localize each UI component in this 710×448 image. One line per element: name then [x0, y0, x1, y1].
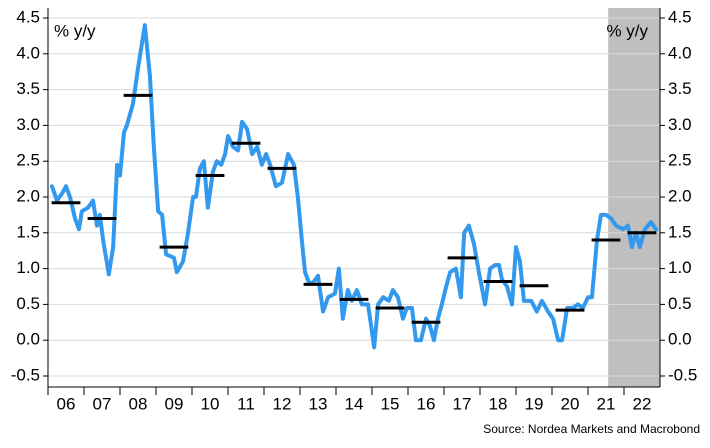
source: Source: Nordea Markets and Macrobond: [483, 422, 700, 436]
y2-tick-label: 3.5: [668, 79, 692, 98]
y-tick-label: 3.0: [16, 115, 40, 134]
y2-tick-label: 4.5: [668, 7, 692, 26]
y2-tick-label: 2.5: [668, 151, 692, 170]
y2-tick-label: 3.0: [668, 115, 692, 134]
y2-tick-label: 4.0: [668, 43, 692, 62]
x-tick-label: 06: [57, 394, 76, 413]
data-line: [49, 23, 659, 350]
y2-tick-label: 1.5: [668, 222, 692, 241]
x-tick-label: 11: [237, 394, 255, 413]
x-tick-label: 21: [597, 394, 616, 413]
x-tick-label: 17: [453, 394, 472, 413]
y-tick-label: 4.0: [16, 43, 40, 62]
y2-tick-label: 0.0: [668, 330, 692, 349]
y-tick-label: 0.5: [16, 294, 40, 313]
x-tick-label: 12: [273, 394, 292, 413]
x-tick-label: 07: [93, 394, 112, 413]
x-tick-label: 08: [129, 394, 148, 413]
y2-tick-label: -0.5: [668, 365, 697, 384]
y-tick-label: 1.5: [16, 222, 40, 241]
y-tick-label: 4.5: [16, 7, 40, 26]
y-tick-label: 2.0: [16, 186, 40, 205]
x-tick-label: 09: [165, 394, 184, 413]
x-tick-label: 13: [309, 394, 328, 413]
y-tick-label: 3.5: [16, 79, 40, 98]
x-tick-label: 10: [201, 394, 220, 413]
y2-axis-label: % y/y: [606, 21, 648, 40]
x-tick-label: 20: [561, 394, 580, 413]
y-tick-label: 2.5: [16, 151, 40, 170]
y-tick-label: 0.0: [16, 330, 40, 349]
y2-tick-label: 2.0: [668, 186, 692, 205]
x-tick-label: 16: [417, 394, 436, 413]
x-tick-label: 15: [381, 394, 400, 413]
x-tick-label: 14: [345, 394, 364, 413]
y-tick-label: -0.5: [11, 365, 40, 384]
y2-tick-label: 0.5: [668, 294, 692, 313]
y-tick-label: 1.0: [16, 258, 40, 277]
y-axis-label: % y/y: [54, 21, 96, 40]
x-tick-label: 22: [633, 394, 652, 413]
y2-tick-label: 1.0: [668, 258, 692, 277]
x-tick-label: 18: [489, 394, 508, 413]
x-tick-label: 19: [525, 394, 544, 413]
